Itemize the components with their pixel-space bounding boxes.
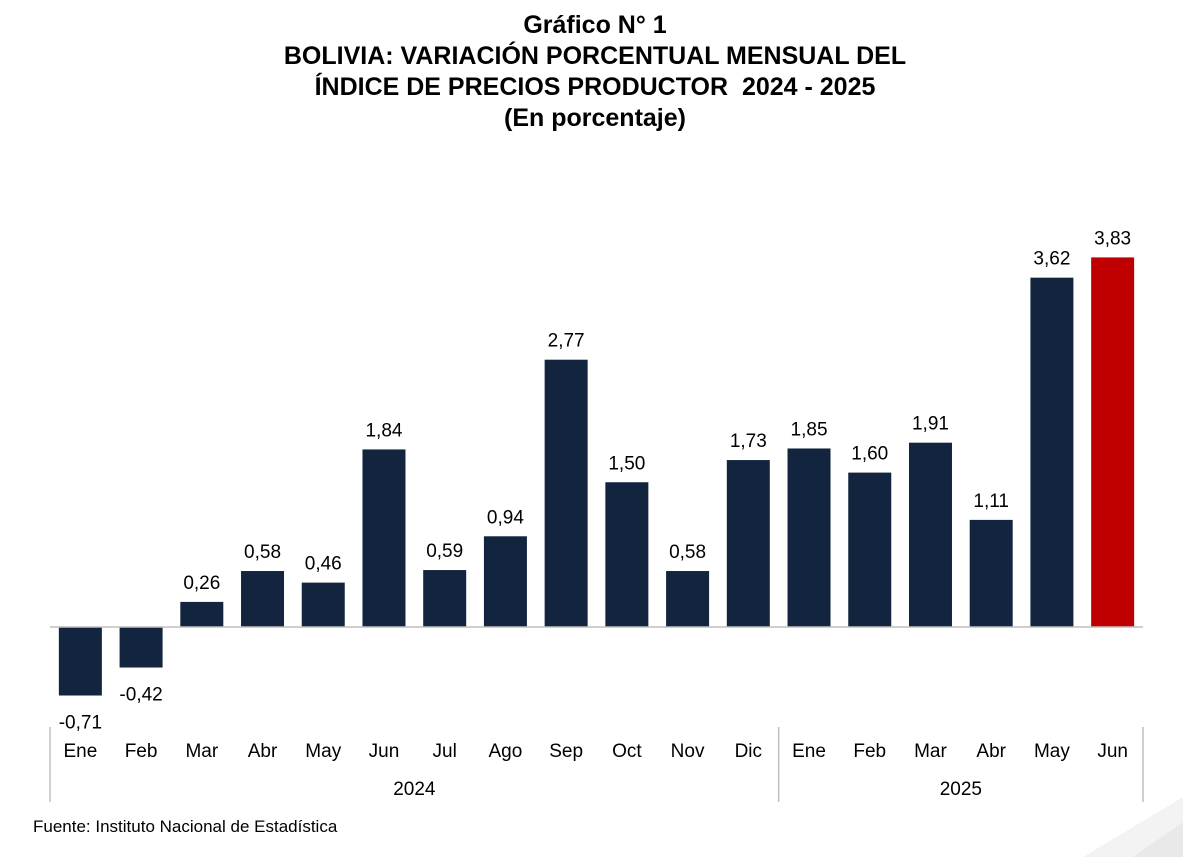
bar-5 [362, 449, 406, 627]
tick-label-0: Ene [63, 741, 97, 762]
bar-8 [544, 359, 588, 627]
value-label-8: 2,77 [548, 331, 585, 352]
bar-2 [180, 601, 224, 627]
value-label-4: 0,46 [305, 554, 342, 575]
tick-label-17: Jun [1097, 741, 1128, 762]
bar-7 [483, 536, 527, 627]
bar-4 [301, 582, 345, 627]
bars-layer [58, 257, 1135, 696]
tick-label-4: May [305, 741, 341, 762]
tick-label-9: Oct [612, 741, 642, 762]
bar-10 [666, 571, 710, 627]
chart-title: Gráfico N° 1 BOLIVIA: VARIACIÓN PORCENTU… [0, 10, 1183, 134]
title-line-4: (En porcentaje) [504, 104, 686, 132]
bar-12 [787, 448, 831, 627]
bar-0 [58, 627, 102, 696]
tick-label-13: Feb [853, 741, 886, 762]
bar-16 [1030, 277, 1074, 627]
tick-label-16: May [1034, 741, 1070, 762]
value-label-1: -0,42 [119, 685, 162, 706]
value-label-10: 0,58 [669, 542, 706, 563]
group-label-2025: 2025 [940, 779, 982, 800]
bar-11 [726, 460, 770, 627]
value-label-11: 1,73 [730, 431, 767, 452]
tick-label-10: Nov [671, 741, 705, 762]
value-label-2: 0,26 [183, 573, 220, 594]
source-note: Fuente: Instituto Nacional de Estadístic… [33, 817, 338, 836]
tick-label-7: Ago [489, 741, 523, 762]
title-line-3: ÍNDICE DE PRECIOS PRODUCTOR 2024 - 2025 [314, 73, 876, 101]
value-label-0: -0,71 [59, 713, 102, 734]
tick-label-5: Jun [369, 741, 400, 762]
value-label-16: 3,62 [1033, 249, 1070, 270]
value-label-15: 1,11 [973, 491, 1009, 512]
bar-13 [848, 472, 892, 627]
value-label-7: 0,94 [487, 507, 524, 528]
bar-14 [908, 442, 952, 627]
bar-9 [605, 482, 649, 627]
bar-17 [1091, 257, 1135, 627]
value-label-14: 1,91 [912, 414, 949, 435]
title-line-2: BOLIVIA: VARIACIÓN PORCENTUAL MENSUAL DE… [283, 42, 907, 70]
tick-label-14: Mar [914, 741, 947, 762]
bar-3 [241, 571, 285, 627]
value-label-17: 3,83 [1094, 228, 1131, 249]
tick-label-3: Abr [248, 741, 278, 762]
bar-15 [969, 519, 1013, 627]
title-line-1: Gráfico N° 1 [523, 11, 667, 39]
tick-label-2: Mar [185, 741, 218, 762]
value-label-5: 1,84 [365, 420, 402, 441]
corner-decoration [1083, 797, 1183, 857]
value-label-13: 1,60 [851, 444, 888, 465]
bar-1 [119, 627, 163, 668]
axis-layer [49, 626, 1144, 802]
value-label-12: 1,85 [791, 419, 828, 440]
labels-layer: -0,71 Ene -0,42 Feb 0,26 Mar 0,58 Abr 0,46 May 1,8… [59, 228, 1131, 800]
value-label-9: 1,50 [608, 453, 645, 474]
value-label-3: 0,58 [244, 542, 281, 563]
tick-label-15: Abr [976, 741, 1006, 762]
tick-label-11: Dic [735, 741, 762, 762]
value-label-6: 0,59 [426, 541, 463, 562]
tick-label-12: Ene [792, 741, 826, 762]
group-label-2024: 2024 [393, 779, 436, 800]
bar-6 [423, 570, 467, 627]
tick-label-6: Jul [433, 741, 457, 762]
tick-label-1: Feb [125, 741, 158, 762]
tick-label-8: Sep [549, 741, 583, 762]
